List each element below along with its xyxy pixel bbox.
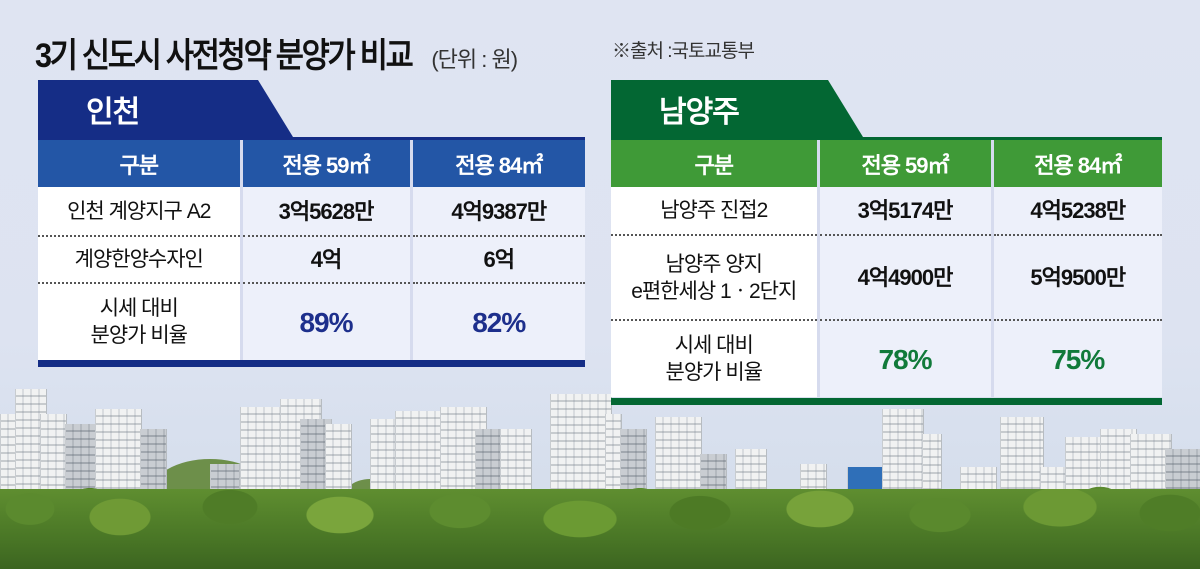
table-row: 계양한양수자인 4억 6억 [38,235,585,283]
row-label-line1: 시세 대비 [99,297,179,320]
row-label-line2: 분양가 비율 [90,324,188,347]
row-label-line1: 남양주 양지 [665,252,763,276]
divider [38,360,585,367]
table-row: 시세 대비 분양가 비율 78% 75% [611,319,1162,397]
table-header-row: 구분 전용 59㎡ 전용 84㎡ [611,140,1162,187]
unit-note: (단위 : 원) [431,47,518,72]
price-59: 4억4900만 [816,234,992,320]
row-label: 시세 대비 분양가 비율 [38,282,241,360]
ratio-84: 75% [990,319,1162,397]
price-59: 3억5628만 [239,187,411,236]
incheon-table: 구분 전용 59㎡ 전용 84㎡ 인천 계양지구 A2 3억5628만 4억93… [38,140,585,360]
divider [611,137,1162,140]
row-label-line2: 분양가 비율 [665,361,763,384]
divider [611,398,1162,405]
price-84: 6억 [409,235,585,283]
price-84: 5억9500만 [990,234,1162,320]
incheon-tab: 인천 [38,80,293,137]
ratio-59: 89% [239,282,411,360]
ratio-59: 78% [816,319,992,397]
table-row: 인천 계양지구 A2 3억5628만 4억9387만 [38,187,585,236]
row-label: 남양주 진접2 [611,187,818,235]
header-category: 구분 [611,140,818,187]
row-label-line1: 시세 대비 [674,334,754,357]
price-84: 4억5238만 [990,187,1162,235]
table-row: 시세 대비 분양가 비율 89% 82% [38,282,585,360]
table-row: 남양주 진접2 3억5174만 4억5238만 [611,187,1162,235]
namyangju-table: 구분 전용 59㎡ 전용 84㎡ 남양주 진접2 3억5174만 4억5238만… [611,140,1162,397]
divider [38,137,585,140]
price-59: 3억5174만 [816,187,992,235]
page-title: 3기 신도시 사전청약 분양가 비교 [35,37,414,75]
price-59: 4억 [239,235,411,283]
header-category: 구분 [38,140,241,187]
chart-title: 3기 신도시 사전청약 분양가 비교 (단위 : 원) [35,28,518,77]
source-note: ※출처 :국토교통부 [612,41,755,62]
ratio-84: 82% [409,282,585,360]
row-label: 계양한양수자인 [38,235,241,283]
price-84: 4억9387만 [409,187,585,236]
row-label: 시세 대비 분양가 비율 [611,319,818,397]
table-header-row: 구분 전용 59㎡ 전용 84㎡ [38,140,585,187]
row-label: 남양주 양지 e편한세상 1ㆍ2단지 [611,234,818,320]
header-84: 전용 84㎡ [409,140,585,187]
namyangju-tab: 남양주 [611,80,863,137]
header-84: 전용 84㎡ [990,140,1162,187]
table-row: 남양주 양지 e편한세상 1ㆍ2단지 4억4900만 5억9500만 [611,234,1162,320]
header-59: 전용 59㎡ [239,140,411,187]
row-label-line2: e편한세상 1ㆍ2단지 [631,279,797,303]
header-59: 전용 59㎡ [816,140,992,187]
row-label: 인천 계양지구 A2 [38,187,241,236]
apartment-skyline-image [0,380,1200,569]
